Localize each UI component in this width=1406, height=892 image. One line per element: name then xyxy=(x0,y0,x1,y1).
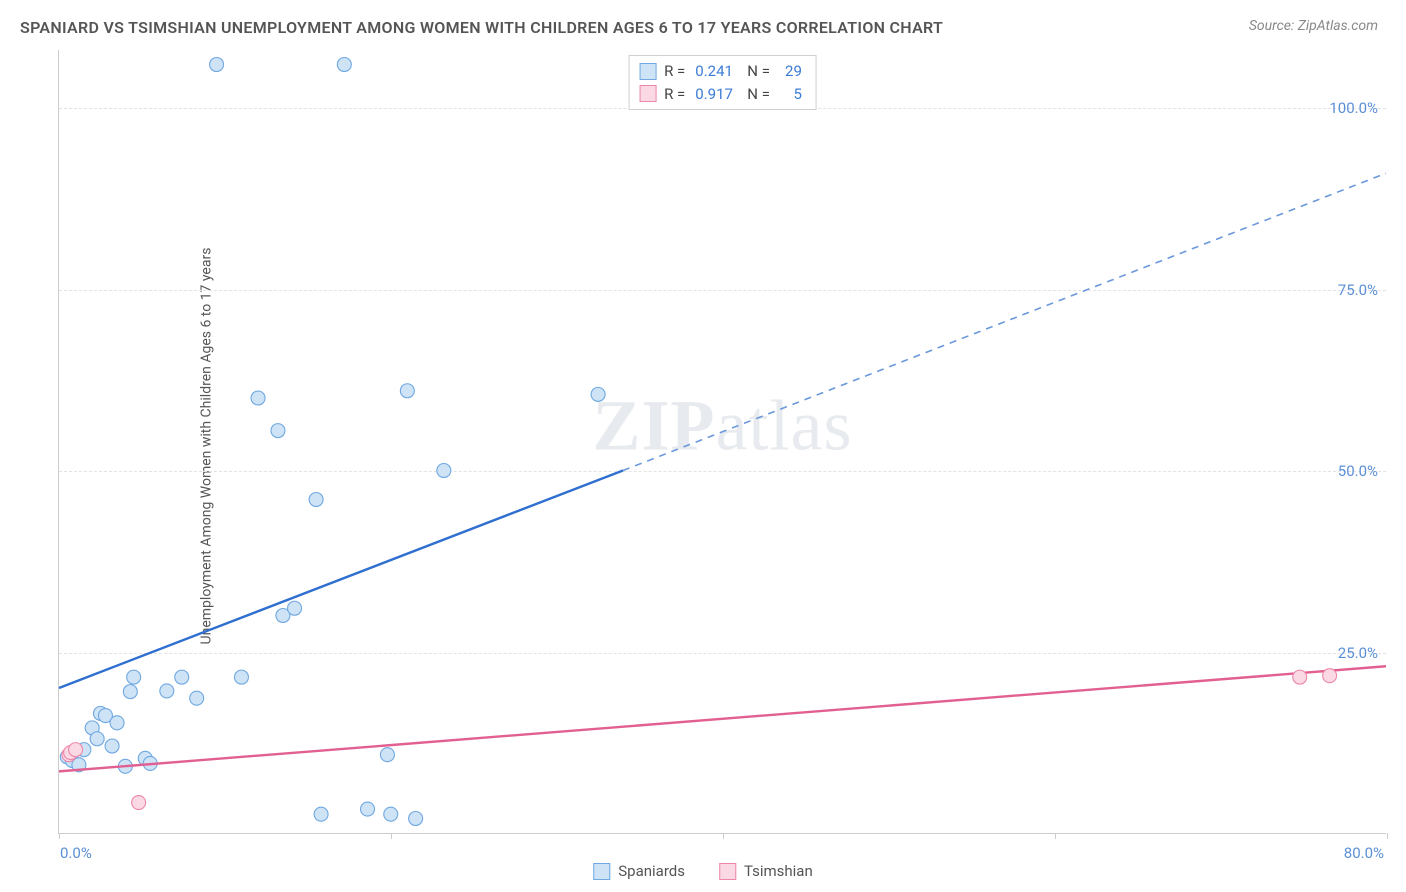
legend-n-value: 5 xyxy=(780,83,802,106)
data-point xyxy=(234,670,248,684)
legend-swatch xyxy=(593,863,610,880)
data-point xyxy=(251,391,265,405)
data-point xyxy=(337,58,351,72)
source-attribution: Source: ZipAtlas.com xyxy=(1249,18,1378,34)
data-point xyxy=(69,743,83,757)
series-legend-label: Tsimshian xyxy=(744,862,813,880)
x-tick-label: 80.0% xyxy=(1344,844,1384,862)
trend-line xyxy=(59,471,623,689)
data-point xyxy=(400,384,414,398)
data-point xyxy=(105,739,119,753)
data-point xyxy=(160,684,174,698)
data-point xyxy=(309,493,323,507)
plot-area: ZIPatlas 25.0%50.0%75.0%100.0% R = 0.241… xyxy=(58,50,1386,834)
data-point xyxy=(123,685,137,699)
legend-swatch xyxy=(639,85,656,102)
x-tick-label: 0.0% xyxy=(60,844,92,862)
legend-r-label: R = xyxy=(664,60,685,83)
series-legend-item: Spaniards xyxy=(593,862,685,880)
data-point xyxy=(361,802,375,816)
data-point xyxy=(1293,670,1307,684)
series-legend: Spaniards Tsimshian xyxy=(593,862,812,880)
legend-r-value: 0.241 xyxy=(695,60,739,83)
legend-n-label: N = xyxy=(747,83,770,106)
correlation-legend: R = 0.241 N = 29 R = 0.917 N = 5 xyxy=(628,55,817,110)
x-tick xyxy=(59,833,60,839)
x-tick xyxy=(1055,833,1056,839)
data-point xyxy=(437,464,451,478)
data-point xyxy=(384,807,398,821)
data-point xyxy=(409,812,423,826)
data-point xyxy=(288,601,302,615)
legend-r-label: R = xyxy=(664,83,685,106)
data-point xyxy=(175,670,189,684)
data-point xyxy=(591,387,605,401)
chart-container: SPANIARD VS TSIMSHIAN UNEMPLOYMENT AMONG… xyxy=(0,0,1406,892)
data-point xyxy=(210,58,224,72)
data-point xyxy=(1323,669,1337,683)
data-point xyxy=(190,691,204,705)
x-tick xyxy=(1387,833,1388,839)
x-tick xyxy=(723,833,724,839)
data-point xyxy=(380,748,394,762)
trend-line xyxy=(59,666,1386,771)
trend-line-extrapolated xyxy=(623,173,1386,470)
data-point xyxy=(271,424,285,438)
data-point xyxy=(132,796,146,810)
data-point xyxy=(127,670,141,684)
series-legend-item: Tsimshian xyxy=(719,862,813,880)
data-point xyxy=(314,807,328,821)
x-tick xyxy=(391,833,392,839)
chart-title: SPANIARD VS TSIMSHIAN UNEMPLOYMENT AMONG… xyxy=(20,18,943,37)
legend-swatch xyxy=(719,863,736,880)
legend-n-value: 29 xyxy=(780,60,802,83)
series-legend-label: Spaniards xyxy=(618,862,685,880)
legend-n-label: N = xyxy=(747,60,770,83)
correlation-legend-row: R = 0.917 N = 5 xyxy=(639,83,802,106)
scatter-plot-svg xyxy=(59,50,1386,833)
legend-r-value: 0.917 xyxy=(695,83,739,106)
legend-swatch xyxy=(639,63,656,80)
correlation-legend-row: R = 0.241 N = 29 xyxy=(639,60,802,83)
data-point xyxy=(110,716,124,730)
data-point xyxy=(90,732,104,746)
